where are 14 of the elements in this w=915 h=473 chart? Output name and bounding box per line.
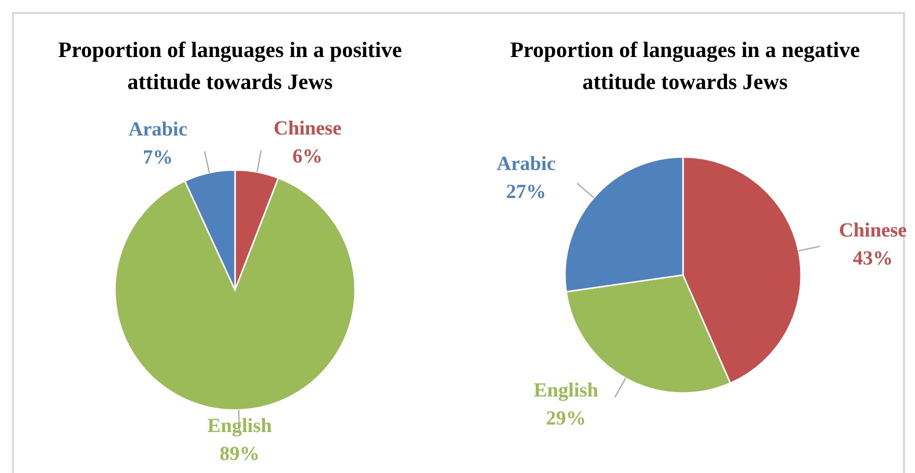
data-label: 7%	[142, 146, 173, 168]
slice-label: Arabic	[496, 153, 556, 176]
slice-label: Chinese	[838, 220, 907, 242]
data-label: 89%	[220, 442, 260, 465]
slice-label: English	[207, 414, 272, 437]
slice-label: Chinese	[274, 118, 342, 140]
slice-label: English	[534, 379, 598, 402]
data-label: 29%	[546, 407, 586, 430]
data-label: 6%	[292, 146, 323, 168]
slice-label: Arabic	[128, 118, 188, 140]
chart-title: Proportion of languages in a positive attitude towards Jews	[57, 36, 403, 96]
data-label: 27%	[506, 181, 546, 204]
chart-title: Proportion of languages in a negative attitude towards Jews	[510, 36, 860, 96]
data-label: 43%	[852, 248, 893, 270]
